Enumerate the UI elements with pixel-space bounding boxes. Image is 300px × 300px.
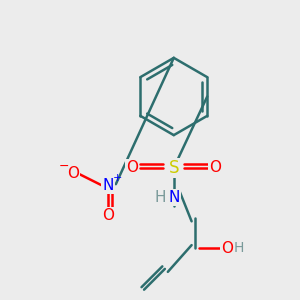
Text: O: O (67, 166, 79, 181)
Text: O: O (209, 160, 221, 175)
Text: O: O (102, 208, 114, 223)
Text: N: N (168, 190, 179, 205)
Text: +: + (112, 173, 122, 183)
Text: N: N (103, 178, 114, 193)
Text: H: H (155, 190, 166, 205)
Text: −: − (58, 160, 69, 173)
Text: O: O (126, 160, 138, 175)
Text: S: S (169, 159, 179, 177)
Text: H: H (234, 241, 244, 255)
Text: O: O (221, 241, 233, 256)
